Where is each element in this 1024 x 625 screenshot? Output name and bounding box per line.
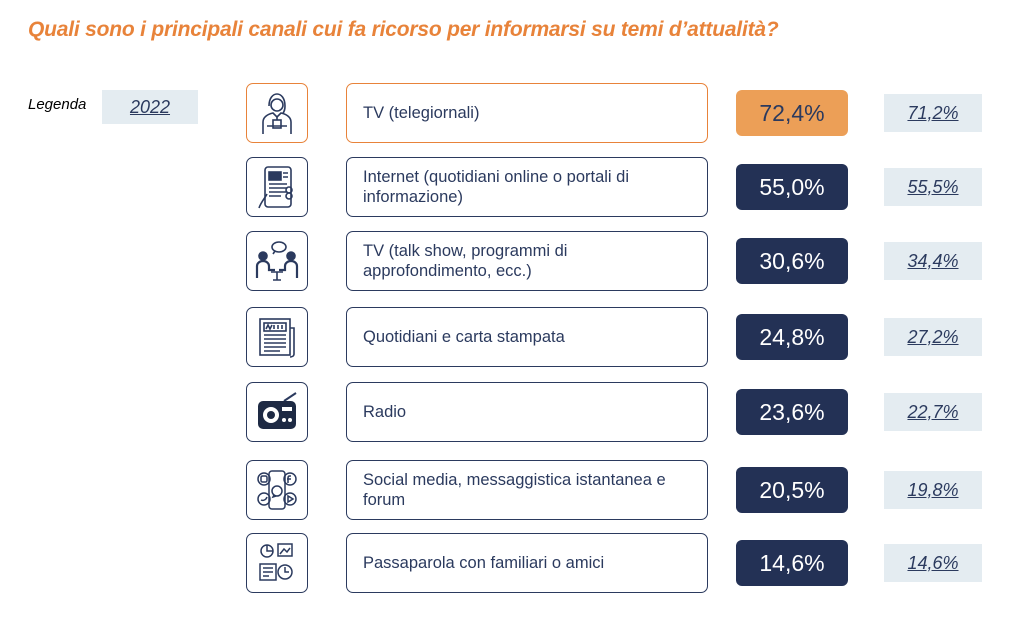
value-2022: 14,6% xyxy=(736,540,848,586)
value-2022: 55,0% xyxy=(736,164,848,210)
value-2022: 30,6% xyxy=(736,238,848,284)
tablet-news-icon xyxy=(246,157,308,217)
channel-label: TV (telegiornali) xyxy=(346,83,708,143)
channel-label: Radio xyxy=(346,382,708,442)
value-previous: 55,5% xyxy=(884,168,982,206)
value-previous: 22,7% xyxy=(884,393,982,431)
value-previous: 34,4% xyxy=(884,242,982,280)
word-of-mouth-icon xyxy=(246,533,308,593)
value-2022: 72,4% xyxy=(736,90,848,136)
legend-year-box: 2022 xyxy=(102,90,198,124)
value-2022: 24,8% xyxy=(736,314,848,360)
legend-label: Legenda xyxy=(28,96,87,113)
channel-label: TV (talk show, programmi di approfondime… xyxy=(346,231,708,291)
value-2022: 23,6% xyxy=(736,389,848,435)
value-previous: 19,8% xyxy=(884,471,982,509)
talk-show-icon xyxy=(246,231,308,291)
value-previous: 71,2% xyxy=(884,94,982,132)
channel-label: Internet (quotidiani online o portali di… xyxy=(346,157,708,217)
newspaper-icon xyxy=(246,307,308,367)
channel-label: Social media, messaggistica istantanea e… xyxy=(346,460,708,520)
social-media-icon xyxy=(246,460,308,520)
chart-title: Quali sono i principali canali cui fa ri… xyxy=(28,18,779,41)
channel-label: Passaparola con familiari o amici xyxy=(346,533,708,593)
channel-label: Quotidiani e carta stampata xyxy=(346,307,708,367)
radio-icon xyxy=(246,382,308,442)
value-previous: 27,2% xyxy=(884,318,982,356)
value-previous: 14,6% xyxy=(884,544,982,582)
value-2022: 20,5% xyxy=(736,467,848,513)
anchor-person-icon xyxy=(246,83,308,143)
